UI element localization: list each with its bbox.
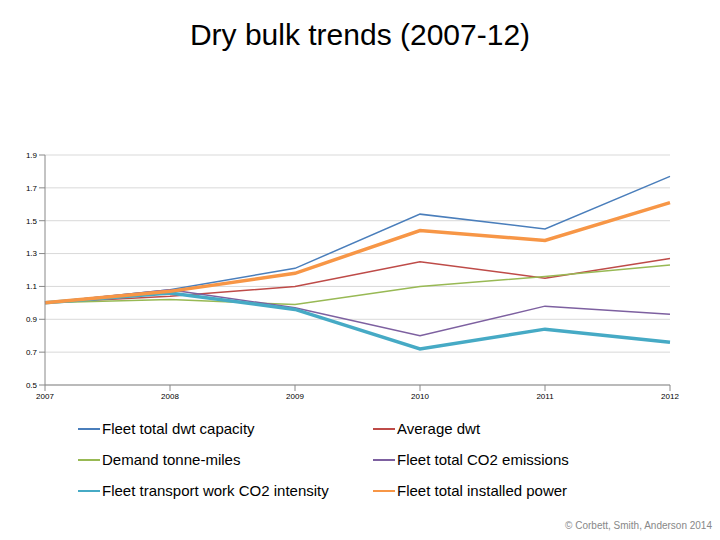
svg-text:2012: 2012 xyxy=(661,392,679,401)
html-text:Fleet transport work CO2 inten: Fleet transport work CO2 intensity xyxy=(102,482,329,499)
html-text:Fleet total installed power: Fleet total installed power xyxy=(397,482,568,499)
svg-text:2008: 2008 xyxy=(161,392,179,401)
svg-text:1.3: 1.3 xyxy=(26,249,38,258)
html-text:Average dwt: Average dwt xyxy=(397,420,481,437)
svg-text:2007: 2007 xyxy=(36,392,54,401)
svg-text:2010: 2010 xyxy=(411,392,429,401)
html-text:© Corbett, Smith, Anderson 201: © Corbett, Smith, Anderson 2014 xyxy=(565,520,712,531)
svg-text:2011: 2011 xyxy=(536,392,554,401)
html-text:Fleet total CO2 emissions: Fleet total CO2 emissions xyxy=(397,451,569,468)
html-text:Fleet total dwt capacity: Fleet total dwt capacity xyxy=(102,420,255,437)
svg-text:1.5: 1.5 xyxy=(26,217,38,226)
svg-text:1.9: 1.9 xyxy=(26,151,38,160)
html-text:Dry bulk trends (2007-12): Dry bulk trends (2007-12) xyxy=(189,18,531,51)
svg-text:0.7: 0.7 xyxy=(26,348,38,357)
svg-text:1.1: 1.1 xyxy=(26,282,38,291)
svg-text:0.5: 0.5 xyxy=(26,381,38,390)
svg-text:0.9: 0.9 xyxy=(26,315,38,324)
html-text:Demand tonne-miles: Demand tonne-miles xyxy=(102,451,241,468)
svg-text:2009: 2009 xyxy=(286,392,304,401)
svg-text:1.7: 1.7 xyxy=(26,184,38,193)
